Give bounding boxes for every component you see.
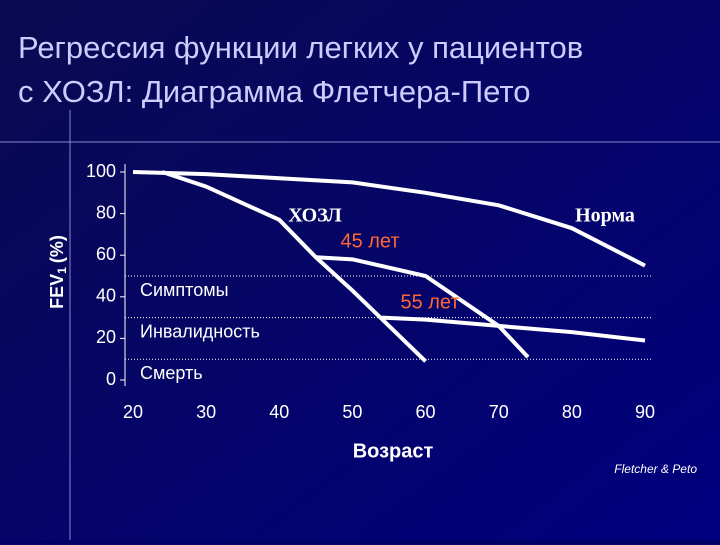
y-tick-label: 80 (96, 202, 116, 222)
threshold-label: Симптомы (140, 280, 229, 300)
y-tick-label: 20 (96, 327, 116, 347)
y-label-part: 1 (55, 267, 69, 274)
y-label-part: FEV (47, 274, 67, 309)
y-label-part: (%) (47, 235, 67, 263)
y-tick-label: 0 (106, 369, 116, 389)
y-axis-label: FEV1 (%) (47, 235, 69, 309)
x-tick-label: 30 (196, 402, 216, 422)
curve (161, 170, 427, 363)
x-tick-label: 80 (562, 402, 582, 422)
series-label: 55 лет (400, 291, 459, 313)
threshold-label: Инвалидность (140, 321, 260, 341)
series-label: Норма (575, 205, 635, 227)
x-tick-label: 50 (342, 402, 362, 422)
curve (315, 255, 530, 359)
x-axis-label: Возраст (353, 440, 434, 462)
x-tick-label: 90 (635, 402, 655, 422)
title-line: с ХОЗЛ: Диаграмма Флетчера-Пето (18, 74, 530, 109)
x-tick-label: 70 (489, 402, 509, 422)
y-tick-label: 100 (86, 161, 116, 181)
y-tick-label: 60 (96, 244, 116, 264)
x-tick-label: 60 (416, 402, 436, 422)
source: Fletcher & Peto (614, 462, 697, 476)
series-label: ХОЗЛ (288, 205, 342, 227)
x-tick-label: 40 (269, 402, 289, 422)
series-label: 45 лет (340, 230, 399, 252)
y-tick-label: 40 (96, 286, 116, 306)
curve (132, 170, 646, 268)
title-line: Регрессия функции легких у пациентов (18, 30, 583, 65)
threshold-label: Смерть (140, 363, 203, 383)
x-tick-label: 20 (123, 402, 143, 422)
curve (381, 315, 646, 343)
